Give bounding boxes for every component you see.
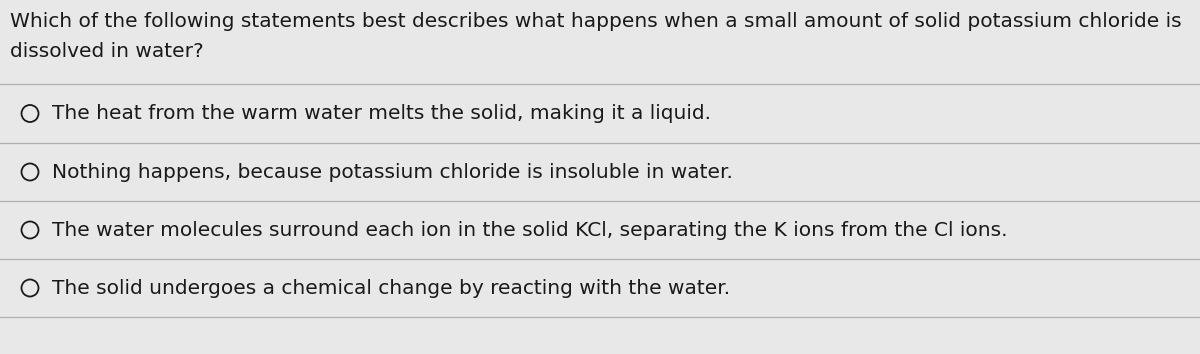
Text: dissolved in water?: dissolved in water? bbox=[10, 42, 204, 61]
Text: The heat from the warm water melts the solid, making it a liquid.: The heat from the warm water melts the s… bbox=[52, 104, 710, 123]
Text: The water molecules surround each ion in the solid KCl, separating the K ions fr: The water molecules surround each ion in… bbox=[52, 221, 1008, 240]
Text: The solid undergoes a chemical change by reacting with the water.: The solid undergoes a chemical change by… bbox=[52, 279, 730, 297]
Text: Nothing happens, because potassium chloride is insoluble in water.: Nothing happens, because potassium chlor… bbox=[52, 162, 733, 182]
Text: Which of the following statements best describes what happens when a small amoun: Which of the following statements best d… bbox=[10, 12, 1182, 31]
